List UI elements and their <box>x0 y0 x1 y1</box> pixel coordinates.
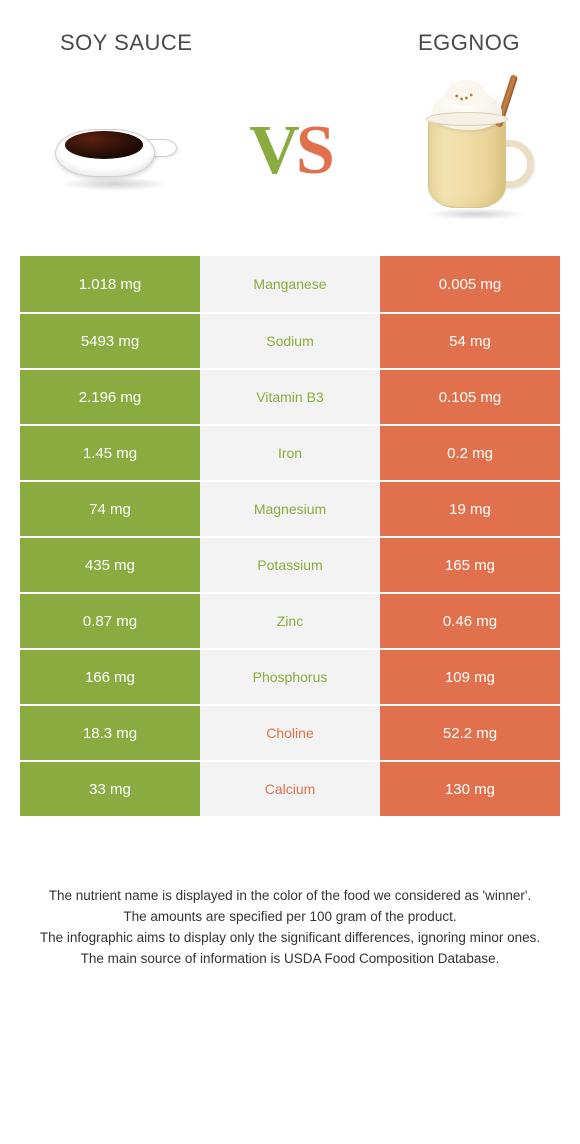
left-value-cell: 2.196 mg <box>20 370 200 424</box>
right-value-cell: 0.46 mg <box>380 594 560 648</box>
nutrient-name-cell: Phosphorus <box>200 650 380 704</box>
vs-s-letter: S <box>296 112 331 189</box>
right-value-cell: 109 mg <box>380 650 560 704</box>
left-value-cell: 166 mg <box>20 650 200 704</box>
left-value-cell: 33 mg <box>20 762 200 816</box>
nutrient-name-cell: Magnesium <box>200 482 380 536</box>
nutrient-name-cell: Vitamin B3 <box>200 370 380 424</box>
eggnog-image <box>390 76 550 226</box>
right-value-cell: 52.2 mg <box>380 706 560 760</box>
table-row: 5493 mgSodium54 mg <box>20 312 560 368</box>
right-value-cell: 19 mg <box>380 482 560 536</box>
footer-line: The amounts are specified per 100 gram o… <box>30 907 550 928</box>
images-row: VS <box>0 66 580 256</box>
infographic-container: SOY SAUCE EGGNOG VS <box>0 0 580 1000</box>
left-value-cell: 5493 mg <box>20 314 200 368</box>
table-row: 33 mgCalcium130 mg <box>20 760 560 816</box>
right-value-cell: 165 mg <box>380 538 560 592</box>
nutrient-name-cell: Potassium <box>200 538 380 592</box>
nutrient-name-cell: Iron <box>200 426 380 480</box>
table-row: 435 mgPotassium165 mg <box>20 536 560 592</box>
table-row: 166 mgPhosphorus109 mg <box>20 648 560 704</box>
nutrient-name-cell: Calcium <box>200 762 380 816</box>
right-food-title: EGGNOG <box>418 30 520 56</box>
footer-line: The nutrient name is displayed in the co… <box>30 886 550 907</box>
header: SOY SAUCE EGGNOG <box>0 0 580 66</box>
right-value-cell: 0.105 mg <box>380 370 560 424</box>
right-value-cell: 0.005 mg <box>380 256 560 312</box>
table-row: 0.87 mgZinc0.46 mg <box>20 592 560 648</box>
soy-sauce-image <box>30 76 190 226</box>
right-value-cell: 130 mg <box>380 762 560 816</box>
left-value-cell: 435 mg <box>20 538 200 592</box>
table-row: 74 mgMagnesium19 mg <box>20 480 560 536</box>
nutrient-name-cell: Zinc <box>200 594 380 648</box>
left-value-cell: 1.018 mg <box>20 256 200 312</box>
nutrient-name-cell: Choline <box>200 706 380 760</box>
left-value-cell: 1.45 mg <box>20 426 200 480</box>
table-row: 18.3 mgCholine52.2 mg <box>20 704 560 760</box>
right-value-cell: 0.2 mg <box>380 426 560 480</box>
footer-line: The main source of information is USDA F… <box>30 949 550 970</box>
table-row: 1.018 mgManganese0.005 mg <box>20 256 560 312</box>
left-value-cell: 74 mg <box>20 482 200 536</box>
footer-notes: The nutrient name is displayed in the co… <box>0 816 580 1000</box>
table-row: 1.45 mgIron0.2 mg <box>20 424 560 480</box>
nutrient-table: 1.018 mgManganese0.005 mg5493 mgSodium54… <box>20 256 560 816</box>
footer-line: The infographic aims to display only the… <box>30 928 550 949</box>
left-value-cell: 18.3 mg <box>20 706 200 760</box>
nutrient-name-cell: Manganese <box>200 256 380 312</box>
nutrient-name-cell: Sodium <box>200 314 380 368</box>
right-value-cell: 54 mg <box>380 314 560 368</box>
vs-v-letter: V <box>249 112 296 189</box>
left-food-title: SOY SAUCE <box>60 30 192 56</box>
vs-label: VS <box>249 111 331 191</box>
table-row: 2.196 mgVitamin B30.105 mg <box>20 368 560 424</box>
left-value-cell: 0.87 mg <box>20 594 200 648</box>
